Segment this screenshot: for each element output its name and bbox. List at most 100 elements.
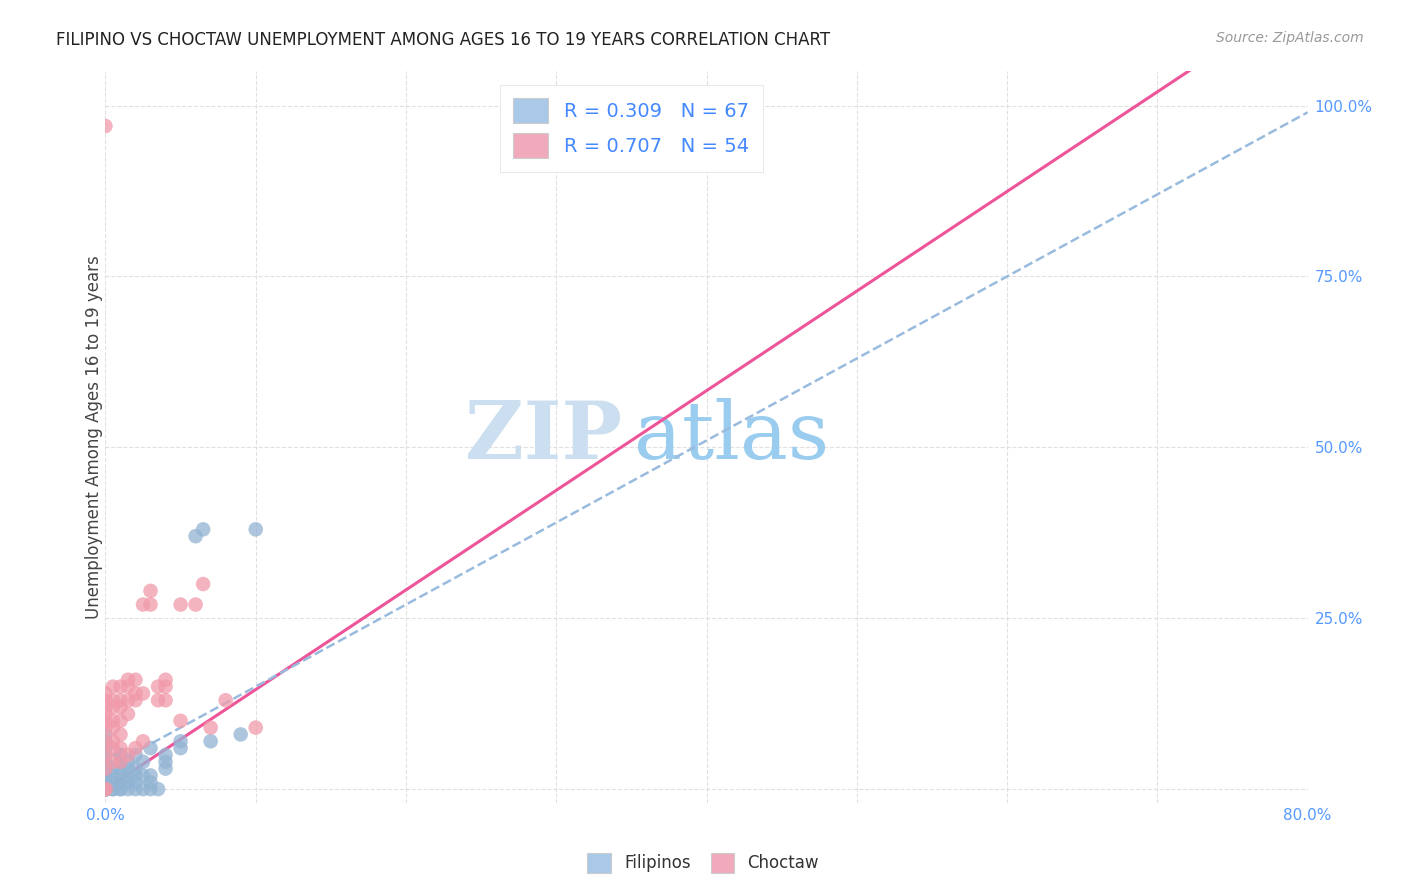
Point [620, 119, 643, 133]
Point [155, 680, 177, 694]
Point [94, 755, 117, 769]
Point [101, 755, 124, 769]
Point [117, 693, 139, 707]
Point [94, 755, 117, 769]
Point [94, 686, 117, 700]
Point [94, 782, 117, 797]
Point [117, 775, 139, 789]
Point [110, 747, 132, 762]
Point [94, 782, 117, 797]
Point [94, 706, 117, 721]
Point [94, 782, 117, 797]
Point [117, 768, 139, 782]
Point [124, 693, 146, 707]
Point [132, 734, 155, 748]
Point [110, 768, 132, 782]
Point [101, 741, 124, 756]
Text: ZIP: ZIP [465, 398, 623, 476]
Point [124, 762, 146, 776]
Point [139, 583, 162, 598]
Point [132, 755, 155, 769]
Point [94, 727, 117, 741]
Point [117, 782, 139, 797]
Point [101, 782, 124, 797]
Point [117, 762, 139, 776]
Point [169, 734, 191, 748]
Legend: Filipinos, Choctaw: Filipinos, Choctaw [581, 847, 825, 880]
Point [169, 598, 191, 612]
Point [169, 741, 191, 756]
Point [94, 782, 117, 797]
Point [139, 598, 162, 612]
Point [155, 755, 177, 769]
Point [110, 727, 132, 741]
Point [124, 747, 146, 762]
Point [124, 768, 146, 782]
Point [94, 782, 117, 797]
Point [169, 714, 191, 728]
Point [155, 673, 177, 687]
Point [94, 734, 117, 748]
Point [139, 775, 162, 789]
Point [94, 721, 117, 735]
Point [132, 598, 155, 612]
Point [101, 700, 124, 714]
Point [94, 782, 117, 797]
Point [94, 782, 117, 797]
Point [117, 747, 139, 762]
Point [229, 727, 252, 741]
Text: Source: ZipAtlas.com: Source: ZipAtlas.com [1216, 31, 1364, 45]
Point [200, 721, 222, 735]
Point [110, 775, 132, 789]
Point [117, 673, 139, 687]
Point [110, 782, 132, 797]
Point [214, 693, 236, 707]
Point [139, 741, 162, 756]
Point [139, 782, 162, 797]
Point [110, 782, 132, 797]
Point [146, 680, 169, 694]
Point [146, 693, 169, 707]
Point [101, 734, 124, 748]
Y-axis label: Unemployment Among Ages 16 to 19 years: Unemployment Among Ages 16 to 19 years [86, 255, 103, 619]
Point [101, 693, 124, 707]
Point [200, 734, 222, 748]
Point [101, 762, 124, 776]
Point [94, 693, 117, 707]
Point [110, 755, 132, 769]
Point [94, 782, 117, 797]
Point [94, 762, 117, 776]
Point [94, 119, 117, 133]
Point [110, 755, 132, 769]
Point [124, 686, 146, 700]
Point [110, 680, 132, 694]
Point [146, 782, 169, 797]
Point [110, 741, 132, 756]
Point [191, 577, 214, 591]
Point [110, 714, 132, 728]
Point [94, 762, 117, 776]
Point [101, 775, 124, 789]
Point [94, 768, 117, 782]
Point [94, 700, 117, 714]
Point [94, 775, 117, 789]
Point [101, 782, 124, 797]
Point [101, 721, 124, 735]
Point [94, 747, 117, 762]
Point [117, 755, 139, 769]
Point [110, 693, 132, 707]
Point [94, 782, 117, 797]
Point [94, 747, 117, 762]
Point [94, 782, 117, 797]
Legend: R = 0.309   N = 67, R = 0.707   N = 54: R = 0.309 N = 67, R = 0.707 N = 54 [501, 85, 763, 171]
Point [94, 734, 117, 748]
Point [124, 741, 146, 756]
Point [94, 714, 117, 728]
Point [94, 775, 117, 789]
Point [139, 768, 162, 782]
Point [132, 782, 155, 797]
Point [94, 782, 117, 797]
Point [94, 782, 117, 797]
Point [155, 747, 177, 762]
Point [132, 686, 155, 700]
